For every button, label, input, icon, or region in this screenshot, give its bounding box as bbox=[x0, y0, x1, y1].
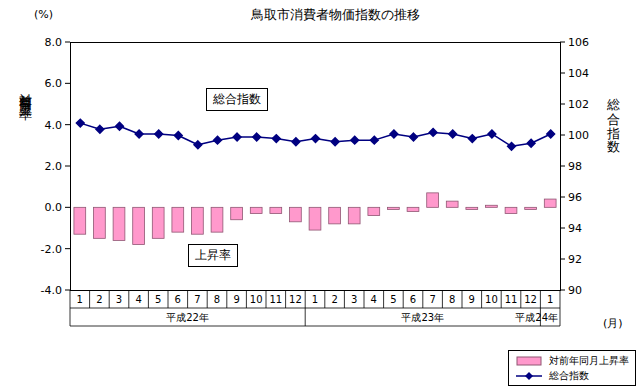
svg-text:8: 8 bbox=[214, 294, 220, 305]
svg-text:100: 100 bbox=[568, 129, 589, 142]
svg-text:104: 104 bbox=[568, 67, 589, 80]
svg-text:12: 12 bbox=[524, 294, 537, 305]
svg-text:2: 2 bbox=[96, 294, 102, 305]
svg-text:2.0: 2.0 bbox=[45, 160, 63, 173]
svg-text:3: 3 bbox=[351, 294, 357, 305]
svg-text:-4.0: -4.0 bbox=[41, 284, 62, 297]
svg-text:2: 2 bbox=[331, 294, 337, 305]
svg-text:平成24年: 平成24年 bbox=[515, 312, 558, 323]
svg-text:9: 9 bbox=[469, 294, 475, 305]
svg-text:8: 8 bbox=[449, 294, 455, 305]
svg-text:12: 12 bbox=[289, 294, 302, 305]
html-text:対前年同月上昇率: 対前年同月上昇率 bbox=[18, 82, 33, 98]
html-text:対前年同月上昇率: 対前年同月上昇率 bbox=[549, 354, 629, 366]
html-text:上昇率: 上昇率 bbox=[195, 248, 231, 262]
svg-text:8.0: 8.0 bbox=[45, 36, 63, 49]
svg-text:11: 11 bbox=[505, 294, 518, 305]
svg-text:98: 98 bbox=[568, 160, 582, 173]
svg-text:10: 10 bbox=[250, 294, 263, 305]
svg-text:3: 3 bbox=[116, 294, 122, 305]
html-text:総合指数: 総合指数 bbox=[213, 92, 261, 106]
svg-text:94: 94 bbox=[568, 222, 582, 235]
svg-text:7: 7 bbox=[429, 294, 435, 305]
svg-text:5: 5 bbox=[390, 294, 396, 305]
svg-text:6.0: 6.0 bbox=[45, 77, 63, 90]
svg-text:4: 4 bbox=[135, 294, 141, 305]
svg-text:11: 11 bbox=[269, 294, 282, 305]
svg-text:7: 7 bbox=[194, 294, 200, 305]
html-text:総合指数: 総合指数 bbox=[549, 369, 589, 381]
svg-text:1: 1 bbox=[312, 294, 318, 305]
svg-text:106: 106 bbox=[568, 36, 589, 49]
svg-text:1: 1 bbox=[547, 294, 553, 305]
svg-text:92: 92 bbox=[568, 253, 582, 266]
svg-text:1: 1 bbox=[77, 294, 83, 305]
svg-text:-2.0: -2.0 bbox=[41, 243, 62, 256]
svg-text:4: 4 bbox=[371, 294, 377, 305]
svg-text:96: 96 bbox=[568, 191, 582, 204]
svg-text:90: 90 bbox=[568, 284, 582, 297]
svg-text:6: 6 bbox=[175, 294, 181, 305]
svg-text:6: 6 bbox=[410, 294, 416, 305]
html-text:鳥取市消費者物価指数の推移: 鳥取市消費者物価指数の推移 bbox=[250, 7, 420, 22]
svg-text:平成23年: 平成23年 bbox=[401, 312, 444, 323]
html-text:(月): (月) bbox=[603, 317, 623, 330]
svg-text:9: 9 bbox=[233, 294, 239, 305]
svg-text:0.0: 0.0 bbox=[45, 201, 63, 214]
svg-text:10: 10 bbox=[485, 294, 498, 305]
html-text:総合指数: 総合指数 bbox=[606, 88, 621, 144]
svg-text:平成22年: 平成22年 bbox=[166, 312, 209, 323]
svg-text:4.0: 4.0 bbox=[45, 119, 63, 132]
svg-text:5: 5 bbox=[155, 294, 161, 305]
svg-text:102: 102 bbox=[568, 98, 589, 111]
